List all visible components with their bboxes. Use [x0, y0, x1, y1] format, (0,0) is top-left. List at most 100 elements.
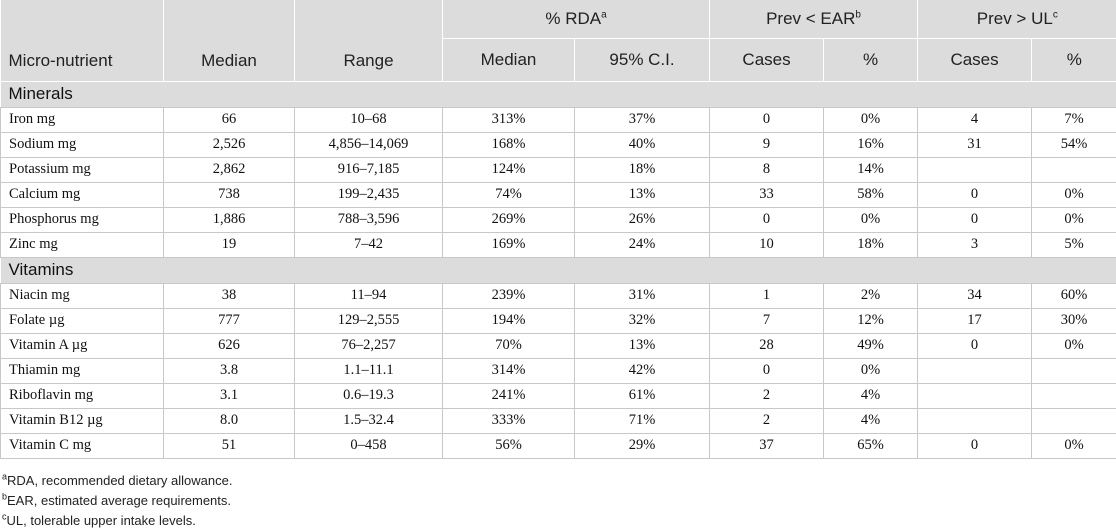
rda-median-value: 333% — [443, 408, 575, 433]
nutrient-name: Potassium mg — [1, 157, 164, 182]
ul-cases-value: 0 — [918, 182, 1032, 207]
ear-cases-value: 7 — [710, 308, 824, 333]
ul-percent-value: 0% — [1032, 333, 1116, 358]
median-value: 3.1 — [164, 383, 295, 408]
rda-median-value: 70% — [443, 333, 575, 358]
median-value: 38 — [164, 283, 295, 308]
rda-ci-value: 13% — [575, 333, 710, 358]
ear-cases-value: 9 — [710, 132, 824, 157]
ul-cases-value: 31 — [918, 132, 1032, 157]
ul-percent-value: 7% — [1032, 107, 1116, 132]
header-rda-group-label: % RDA — [545, 9, 601, 28]
ul-percent-value: 0% — [1032, 207, 1116, 232]
ul-cases-value: 17 — [918, 308, 1032, 333]
header-ear-group: Prev < EARb — [710, 0, 918, 38]
rda-median-value: 74% — [443, 182, 575, 207]
header-micro-nutrient-label: Micro-nutrient — [9, 51, 113, 70]
footnote-ear: bEAR, estimated average requirements. — [2, 491, 1116, 511]
header-range-label: Range — [343, 51, 393, 70]
ear-percent-value: 0% — [824, 207, 918, 232]
footnote-ul: cUL, tolerable upper intake levels. — [2, 511, 1116, 531]
nutrient-name: Zinc mg — [1, 232, 164, 257]
rda-median-value: 194% — [443, 308, 575, 333]
header-rda-group: % RDAa — [443, 0, 710, 38]
median-value: 2,526 — [164, 132, 295, 157]
rda-ci-value: 18% — [575, 157, 710, 182]
median-value: 777 — [164, 308, 295, 333]
footnote-text: UL, tolerable upper intake levels. — [7, 513, 196, 528]
ear-percent-value: 18% — [824, 232, 918, 257]
rda-ci-value: 31% — [575, 283, 710, 308]
ear-percent-value: 0% — [824, 358, 918, 383]
median-value: 2,862 — [164, 157, 295, 182]
ul-percent-value — [1032, 157, 1116, 182]
header-range: Range — [295, 0, 443, 81]
header-ul-group: Prev > ULc — [918, 0, 1116, 38]
range-value: 0.6–19.3 — [295, 383, 443, 408]
range-value: 916–7,185 — [295, 157, 443, 182]
ul-cases-value: 0 — [918, 207, 1032, 232]
ul-cases-value — [918, 383, 1032, 408]
rda-median-value: 313% — [443, 107, 575, 132]
nutrient-name: Thiamin mg — [1, 358, 164, 383]
section-header-minerals: Minerals — [1, 81, 1116, 107]
median-value: 51 — [164, 433, 295, 458]
section-title: Vitamins — [1, 257, 1116, 283]
ear-cases-value: 0 — [710, 358, 824, 383]
header-median-label: Median — [201, 51, 257, 70]
range-value: 4,856–14,069 — [295, 132, 443, 157]
rda-median-value: 239% — [443, 283, 575, 308]
ear-cases-value: 0 — [710, 207, 824, 232]
ul-cases-value: 0 — [918, 433, 1032, 458]
header-ul-footnote-mark: c — [1053, 9, 1058, 20]
range-value: 788–3,596 — [295, 207, 443, 232]
header-ul-group-label: Prev > UL — [977, 9, 1053, 28]
nutrient-name: Iron mg — [1, 107, 164, 132]
rda-median-value: 269% — [443, 207, 575, 232]
ear-percent-value: 0% — [824, 107, 918, 132]
nutrient-name: Sodium mg — [1, 132, 164, 157]
median-value: 738 — [164, 182, 295, 207]
ear-percent-value: 2% — [824, 283, 918, 308]
rda-ci-value: 13% — [575, 182, 710, 207]
ul-cases-value — [918, 157, 1032, 182]
micronutrient-table: Micro-nutrient Median Range % RDAa Prev … — [0, 0, 1116, 459]
header-ul-cases: Cases — [918, 38, 1032, 81]
range-value: 76–2,257 — [295, 333, 443, 358]
ear-percent-value: 65% — [824, 433, 918, 458]
ear-cases-value: 2 — [710, 383, 824, 408]
ear-percent-value: 12% — [824, 308, 918, 333]
median-value: 3.8 — [164, 358, 295, 383]
ul-percent-value: 54% — [1032, 132, 1116, 157]
header-ear-percent: % — [824, 38, 918, 81]
range-value: 1.1–11.1 — [295, 358, 443, 383]
ear-percent-value: 49% — [824, 333, 918, 358]
ear-percent-value: 4% — [824, 408, 918, 433]
rda-ci-value: 29% — [575, 433, 710, 458]
ear-cases-value: 10 — [710, 232, 824, 257]
footnote-rda: aRDA, recommended dietary allowance. — [2, 471, 1116, 491]
ear-cases-value: 1 — [710, 283, 824, 308]
median-value: 1,886 — [164, 207, 295, 232]
header-ear-cases: Cases — [710, 38, 824, 81]
ear-percent-value: 16% — [824, 132, 918, 157]
ul-cases-value — [918, 358, 1032, 383]
median-value: 8.0 — [164, 408, 295, 433]
rda-ci-value: 61% — [575, 383, 710, 408]
table-header: Micro-nutrient Median Range % RDAa Prev … — [1, 0, 1116, 81]
header-median: Median — [164, 0, 295, 81]
header-rda-median: Median — [443, 38, 575, 81]
ul-cases-value — [918, 408, 1032, 433]
ul-cases-value: 3 — [918, 232, 1032, 257]
ear-cases-value: 8 — [710, 157, 824, 182]
